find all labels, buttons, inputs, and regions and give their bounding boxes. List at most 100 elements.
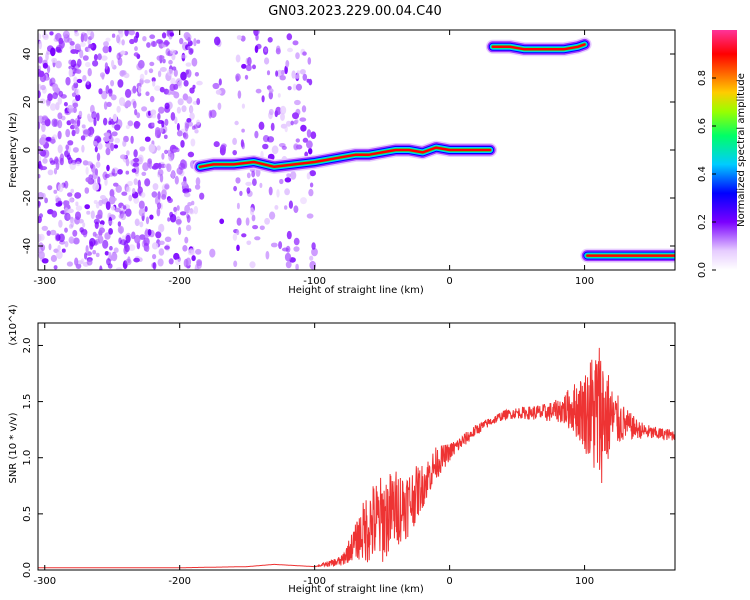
noise-speckle [158, 106, 165, 114]
noise-speckle [189, 112, 195, 120]
noise-speckle [124, 244, 130, 253]
noise-speckle [68, 198, 75, 203]
noise-speckle [237, 90, 242, 99]
noise-speckle [105, 147, 111, 156]
noise-speckle [49, 77, 56, 86]
noise-speckle [93, 218, 100, 225]
noise-speckle [155, 231, 162, 239]
noise-speckle [48, 243, 52, 251]
noise-speckle [125, 100, 132, 108]
noise-speckle [299, 69, 306, 75]
noise-speckle [301, 105, 307, 113]
noise-speckle [292, 112, 299, 120]
noise-speckle [135, 31, 140, 39]
noise-speckle [295, 83, 302, 91]
y-tick-label: 2.0 [22, 338, 33, 354]
noise-speckle [131, 168, 137, 173]
noise-speckle [311, 242, 316, 250]
noise-speckle [111, 59, 115, 68]
noise-speckle [280, 105, 287, 115]
colorbar-tick-label: 0.2 [697, 214, 708, 230]
noise-speckle [193, 206, 199, 215]
noise-speckle [306, 78, 310, 83]
noise-speckle [38, 83, 42, 91]
noise-speckle [69, 45, 75, 51]
noise-speckle [38, 56, 43, 64]
noise-speckle [137, 179, 141, 189]
noise-speckle [169, 32, 175, 37]
noise-speckle [254, 236, 261, 241]
noise-speckle [125, 158, 130, 167]
noise-speckle [212, 82, 220, 90]
noise-speckle [169, 49, 176, 54]
noise-speckle [112, 168, 116, 176]
noise-speckle [217, 102, 222, 111]
x-tick-label: 100 [575, 576, 594, 587]
noise-speckle [146, 42, 151, 48]
noise-speckle [58, 219, 63, 228]
noise-speckle [114, 137, 120, 144]
noise-speckle [105, 201, 111, 211]
noise-speckle [108, 228, 113, 235]
noise-speckle [72, 229, 78, 237]
noise-speckle [139, 146, 146, 152]
noise-speckle [154, 85, 161, 91]
noise-speckle [176, 130, 183, 137]
noise-speckle [81, 144, 85, 153]
noise-speckle [183, 80, 189, 87]
noise-speckle [164, 102, 170, 110]
noise-speckle [159, 173, 164, 183]
colorbar-tick-label: 0.0 [697, 262, 708, 278]
noise-speckle [57, 244, 61, 251]
noise-speckle [107, 220, 114, 225]
noise-speckle [161, 194, 167, 200]
noise-speckle [189, 106, 194, 113]
noise-speckle [166, 89, 172, 96]
noise-speckle [116, 52, 121, 61]
noise-speckle [82, 222, 86, 228]
noise-speckle [157, 169, 164, 176]
noise-speckle [39, 73, 47, 83]
snr-y-multiplier: (x10^4) [8, 304, 19, 345]
y-tick-label: 1.0 [22, 450, 33, 466]
noise-speckle [68, 236, 75, 244]
noise-speckle [97, 142, 103, 150]
noise-speckle [75, 161, 81, 167]
noise-speckle [103, 117, 108, 126]
noise-speckle [294, 74, 300, 79]
noise-speckle [38, 121, 41, 130]
noise-speckle [125, 258, 132, 266]
x-tick-label: -100 [303, 276, 326, 287]
noise-speckle [53, 265, 58, 270]
noise-speckle [142, 36, 147, 42]
noise-speckle [240, 35, 246, 42]
noise-speckle [214, 36, 221, 46]
noise-speckle [280, 112, 285, 121]
noise-speckle [57, 96, 62, 105]
noise-speckle [144, 206, 148, 212]
noise-speckle [156, 202, 162, 209]
noise-speckle [244, 74, 249, 80]
noise-speckle [191, 200, 195, 206]
x-tick-label: -200 [168, 576, 191, 587]
snr-line [38, 347, 675, 569]
noise-speckle [106, 164, 110, 172]
noise-speckle [120, 213, 126, 221]
noise-speckle [163, 41, 171, 46]
noise-speckle [108, 196, 116, 205]
spectrogram-y-ticks: -40 -20 0 20 40 [22, 48, 675, 254]
noise-speckle [279, 178, 284, 185]
noise-speckle [49, 31, 54, 36]
snr-y-label: SNR (10 * v/v) [8, 412, 19, 483]
noise-speckle [159, 86, 165, 93]
noise-speckle [170, 112, 176, 121]
noise-speckle [86, 161, 93, 166]
noise-speckle [118, 237, 122, 245]
noise-speckle [124, 88, 132, 98]
noise-speckle [302, 137, 309, 143]
noise-speckle [42, 34, 49, 41]
noise-speckle [232, 137, 238, 145]
noise-speckle [213, 141, 220, 148]
noise-speckle [128, 194, 133, 202]
